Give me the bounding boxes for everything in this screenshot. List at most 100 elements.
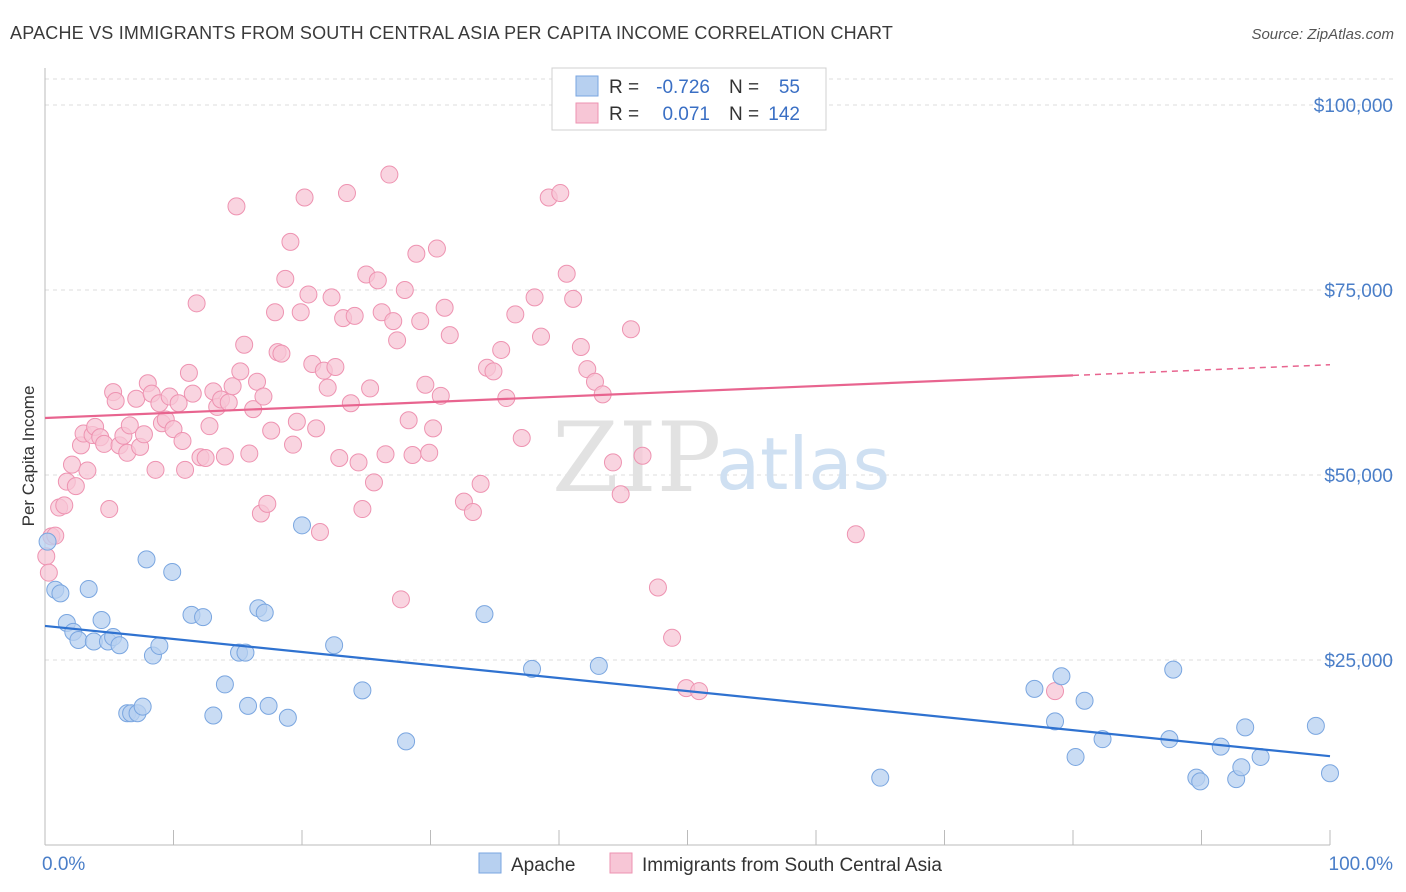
immigrants-point xyxy=(310,522,329,541)
apache-point xyxy=(137,550,156,569)
apache-trend-line xyxy=(44,624,1331,758)
bottom-legend-immigrants: Immigrants from South Central Asia xyxy=(642,855,942,876)
y-tick-label: $75,000 xyxy=(1324,281,1393,302)
apache-point xyxy=(325,636,344,655)
immigrants-point xyxy=(353,500,372,519)
bottom-legend-swatch-apache xyxy=(478,852,502,874)
immigrants-point xyxy=(95,434,114,453)
apache-point xyxy=(204,706,223,725)
apache-point xyxy=(1025,679,1044,698)
immigrants-point xyxy=(364,473,383,492)
apache-point xyxy=(255,603,274,622)
legend-swatch-immigrants xyxy=(575,102,599,124)
immigrants-point xyxy=(307,419,326,438)
immigrants-point xyxy=(231,362,250,381)
apache-point xyxy=(523,659,542,678)
apache-point xyxy=(79,579,98,598)
immigrants-point xyxy=(106,392,125,410)
apache-point xyxy=(397,732,416,751)
apache-point xyxy=(1164,660,1183,679)
immigrants-point xyxy=(571,337,590,356)
immigrants-point xyxy=(395,281,414,299)
immigrants-point xyxy=(219,393,238,412)
immigrants-point xyxy=(299,285,318,304)
apache-point xyxy=(1306,716,1325,735)
immigrants-point xyxy=(62,455,81,474)
immigrants-point xyxy=(187,294,206,313)
y-tick-label: $100,000 xyxy=(1314,96,1393,117)
x-tick-marks xyxy=(44,830,1331,845)
apache-point xyxy=(293,516,311,535)
immigrants-point xyxy=(341,394,360,413)
immigrants-trend-line-dashed xyxy=(1072,363,1331,377)
immigrants-point xyxy=(295,188,314,207)
immigrants-point xyxy=(127,389,146,408)
x-tick-label: 100.0% xyxy=(1329,854,1394,875)
apache-point xyxy=(194,608,213,627)
apache-points xyxy=(38,516,1339,791)
immigrants-point xyxy=(384,312,403,331)
immigrants-point xyxy=(120,416,139,435)
immigrants-point xyxy=(611,485,630,504)
immigrants-point xyxy=(492,340,511,359)
apache-point xyxy=(1066,747,1085,766)
immigrants-point xyxy=(284,435,303,454)
immigrants-point xyxy=(276,269,295,288)
immigrants-point xyxy=(512,429,531,447)
apache-point xyxy=(69,631,88,650)
immigrants-point xyxy=(66,477,85,496)
legend-apache-n-label: N = xyxy=(729,77,759,98)
x-tick-labels: 0.0% 100.0% xyxy=(42,854,1393,875)
immigrants-point xyxy=(349,453,368,472)
apache-point xyxy=(1191,772,1210,791)
legend-immigrants-r-value: 0.071 xyxy=(662,104,710,125)
apache-point xyxy=(133,697,152,716)
immigrants-point xyxy=(431,386,450,405)
apache-point xyxy=(1075,691,1094,710)
immigrants-point xyxy=(183,384,202,403)
y-tick-label: $25,000 xyxy=(1324,651,1393,672)
immigrants-point xyxy=(361,379,380,398)
bottom-legend-swatch-immigrants xyxy=(609,852,633,874)
apache-point xyxy=(259,696,278,715)
apache-point xyxy=(236,643,255,662)
bottom-legend-apache: Apache xyxy=(511,855,575,876)
apache-point xyxy=(1093,730,1112,749)
immigrants-point xyxy=(846,525,865,544)
immigrants-point xyxy=(337,184,356,203)
apache-point xyxy=(871,768,890,787)
legend-immigrants-r-label: R = xyxy=(609,104,639,125)
immigrants-point xyxy=(173,431,192,450)
immigrants-point xyxy=(621,320,640,339)
immigrants-point xyxy=(326,357,345,376)
immigrants-point xyxy=(262,421,281,440)
immigrants-point xyxy=(424,419,443,438)
immigrants-point xyxy=(368,271,387,290)
immigrants-point xyxy=(55,496,74,515)
immigrants-trend-line xyxy=(44,374,1074,420)
chart-title: APACHE VS IMMIGRANTS FROM SOUTH CENTRAL … xyxy=(10,23,893,43)
immigrants-point xyxy=(240,444,259,463)
immigrants-point xyxy=(603,453,622,472)
apache-point xyxy=(1052,667,1071,686)
source-label: Source: ZipAtlas.com xyxy=(1251,26,1394,43)
apache-point xyxy=(163,562,182,581)
immigrants-point xyxy=(281,232,300,251)
apache-point xyxy=(353,681,372,700)
immigrants-point xyxy=(391,590,410,609)
immigrants-point xyxy=(648,578,667,597)
immigrants-point xyxy=(399,411,418,430)
immigrants-point xyxy=(258,494,277,513)
immigrants-point xyxy=(506,305,525,324)
immigrants-point xyxy=(235,335,254,354)
legend-swatch-apache xyxy=(575,75,599,97)
apache-point xyxy=(215,675,234,694)
legend-box: R = -0.726 N = 55 R = 0.071 N = 142 xyxy=(551,67,827,131)
y-axis-label: Per Capita Income xyxy=(19,386,38,527)
apache-point xyxy=(38,532,57,551)
legend-apache-r-value: -0.726 xyxy=(656,77,710,98)
immigrants-point xyxy=(287,412,306,431)
immigrants-point xyxy=(427,239,446,258)
immigrants-point xyxy=(484,362,503,381)
